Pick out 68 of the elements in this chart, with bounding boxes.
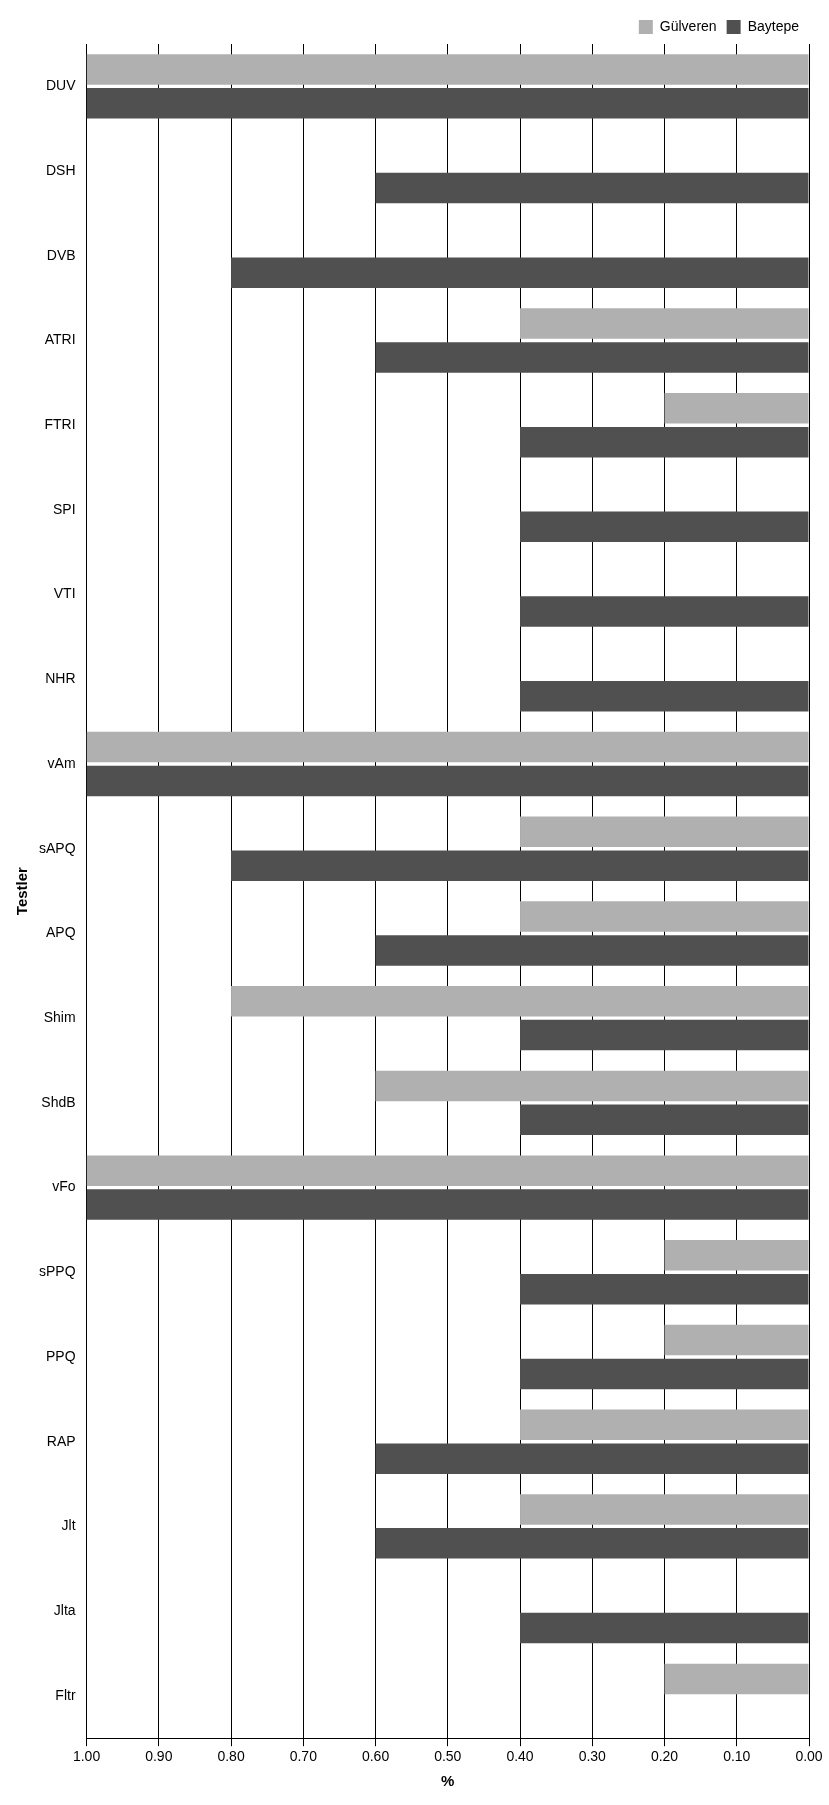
bar [520,681,809,712]
y-tick-label: DSH [46,161,76,178]
x-tick-label: 0.60 [361,1748,390,1765]
bar [86,1189,809,1220]
y-tick-label: DVB [46,246,76,263]
x-tick-label: 0.90 [145,1748,173,1765]
legend-label: Baytepe [747,17,800,34]
y-tick-label: VTI [53,585,76,602]
x-tick-label: 0.80 [217,1748,245,1765]
y-axis-title: Testler [13,866,31,916]
x-tick-label: 0.70 [289,1748,318,1765]
x-tick-label: 1.00 [72,1748,101,1765]
y-tick-label: DUV [46,77,77,94]
y-tick-label: sAPQ [38,839,76,856]
y-tick-label: FTRI [44,416,76,433]
legend-label: Gülveren [659,17,717,34]
bar [375,172,809,204]
bar [520,1104,809,1136]
bar [86,54,809,85]
bar [86,765,809,797]
y-tick-label: Jlta [53,1601,76,1618]
bar [520,1612,809,1644]
bar [520,426,809,458]
y-tick-label: vFo [52,1178,76,1195]
bar [375,342,809,373]
bar [664,393,809,424]
y-tick-label: sPPQ [38,1263,76,1280]
x-tick-label: 0.00 [795,1748,823,1765]
y-tick-label: ATRI [44,331,76,348]
bar [520,596,809,627]
bar [520,901,809,932]
y-tick-label: SPI [52,500,76,517]
bar [231,257,809,288]
y-tick-label: RAP [46,1432,76,1449]
bar [664,1663,809,1695]
x-axis-title: % [441,1772,455,1790]
x-tick-label: 0.30 [578,1748,607,1765]
bar [520,1409,809,1441]
bar [375,1443,809,1474]
bar [375,935,809,966]
bar [520,1273,809,1305]
bar [520,1019,809,1051]
y-tick-label: ShdB [41,1093,76,1110]
bar [664,1240,809,1271]
bar [231,850,809,881]
bar [375,1528,809,1559]
y-tick-label: APQ [45,924,76,941]
y-tick-label: NHR [45,670,76,687]
bar [86,731,809,763]
y-tick-label: Fltr [55,1686,76,1703]
bar [231,985,809,1017]
x-tick-label: 0.20 [650,1748,679,1765]
bar [86,88,809,119]
bar [664,1324,809,1356]
x-tick-label: 0.40 [506,1748,534,1765]
bar [520,1494,809,1525]
bar [375,1070,809,1102]
bar [86,1155,809,1186]
x-tick-label: 0.50 [434,1748,462,1765]
x-tick-label: 0.10 [723,1748,751,1765]
y-tick-label: Jlt [61,1517,76,1534]
bar [520,511,809,543]
bar [520,308,809,339]
y-tick-label: PPQ [45,1347,76,1364]
bar [520,1358,809,1390]
bar [520,816,809,848]
y-tick-label: Shim [43,1009,76,1026]
y-tick-label: vAm [47,754,76,771]
